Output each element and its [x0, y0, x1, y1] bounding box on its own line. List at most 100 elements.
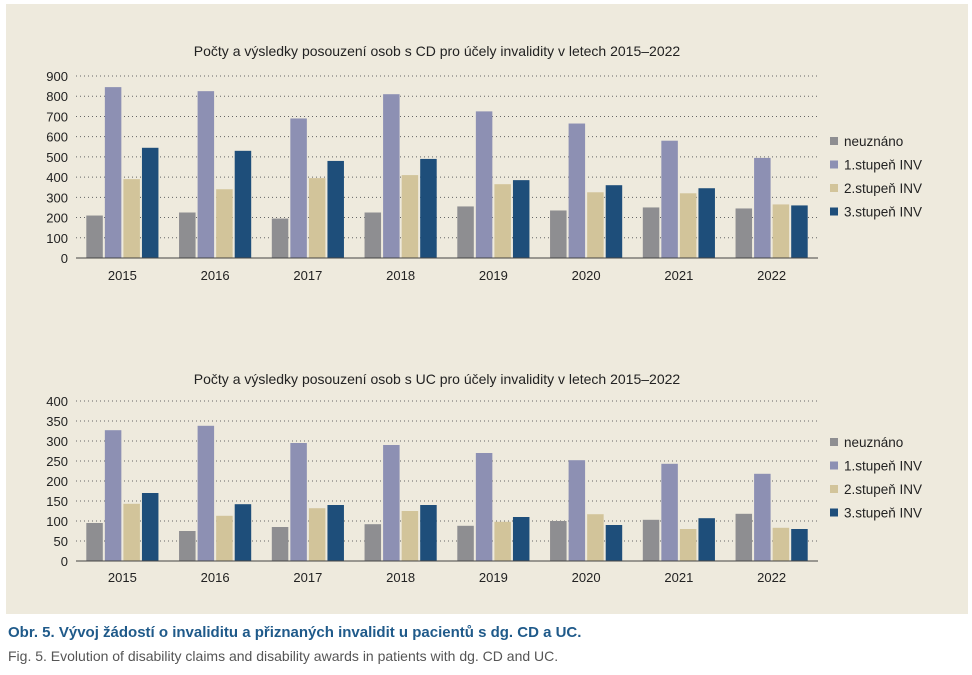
bar — [679, 529, 697, 561]
bar — [123, 503, 140, 561]
category-label: 2019 — [479, 570, 508, 585]
y-tick-label: 500 — [46, 150, 68, 165]
bar — [587, 192, 604, 258]
bar — [587, 514, 604, 561]
chart-title: Počty a výsledky posouzení osob s UC pro… — [194, 371, 681, 387]
bar — [401, 175, 419, 258]
legend-entry: 1.stupeň INV — [844, 158, 922, 173]
bar — [475, 111, 493, 258]
bar — [457, 206, 474, 258]
category-label: 2022 — [757, 570, 786, 585]
bar — [772, 527, 790, 561]
figure-caption-subtitle: Fig. 5. Evolution of disability claims a… — [8, 648, 559, 664]
bar — [791, 205, 808, 258]
bar — [494, 184, 511, 258]
chart-title: Počty a výsledky posouzení osob s CD pro… — [194, 43, 681, 59]
category-label: 2016 — [201, 268, 230, 283]
legend-swatch — [830, 207, 838, 216]
legend-swatch — [830, 485, 838, 493]
y-tick-label: 800 — [46, 89, 68, 104]
y-tick-label: 350 — [46, 414, 68, 429]
bar — [420, 158, 437, 258]
bar — [512, 180, 530, 258]
y-tick-label: 400 — [46, 170, 68, 185]
cd-chart: Počty a výsledky posouzení osob s CD pro… — [46, 43, 922, 283]
y-tick-label: 50 — [54, 534, 68, 549]
legend-entry: 3.stupeň INV — [844, 205, 922, 220]
legend-swatch — [830, 461, 838, 470]
bar — [383, 94, 400, 258]
legend-swatch — [830, 160, 838, 169]
bar — [104, 430, 122, 561]
legend-swatch — [830, 438, 838, 446]
bar — [512, 517, 530, 561]
bar — [179, 531, 196, 561]
legend-entry: neuznáno — [844, 134, 903, 149]
bar — [605, 525, 623, 561]
y-tick-label: 250 — [46, 454, 68, 469]
bar — [568, 460, 586, 561]
y-tick-label: 200 — [46, 211, 68, 226]
bar — [141, 147, 159, 258]
bar — [86, 523, 103, 561]
legend-entry: 1.stupeň INV — [844, 459, 922, 474]
category-label: 2019 — [479, 268, 508, 283]
y-tick-label: 400 — [46, 394, 68, 409]
y-tick-label: 300 — [46, 190, 68, 205]
bar — [772, 204, 790, 258]
y-tick-label: 0 — [61, 251, 68, 266]
bar — [141, 493, 159, 561]
bar — [234, 504, 252, 561]
y-tick-label: 300 — [46, 434, 68, 449]
bar — [642, 519, 660, 561]
bar — [234, 150, 252, 258]
bar — [735, 208, 753, 258]
bar — [271, 218, 289, 258]
y-tick-label: 100 — [46, 514, 68, 529]
category-label: 2018 — [386, 268, 415, 283]
y-tick-label: 900 — [46, 69, 68, 84]
bar — [86, 215, 103, 258]
category-label: 2021 — [664, 570, 693, 585]
bar — [698, 188, 715, 258]
bar — [327, 505, 344, 561]
category-label: 2022 — [757, 268, 786, 283]
bar — [308, 508, 326, 561]
bar — [550, 210, 567, 258]
bar — [661, 463, 678, 561]
bar — [290, 443, 307, 561]
figure-caption-title: Obr. 5. Vývoj žádostí o invaliditu a při… — [8, 624, 582, 641]
category-label: 2017 — [293, 570, 322, 585]
y-tick-label: 200 — [46, 474, 68, 489]
bar — [605, 185, 623, 258]
bar — [401, 511, 419, 561]
bar — [364, 212, 382, 258]
category-label: 2017 — [293, 268, 322, 283]
bar — [457, 525, 474, 561]
bar — [216, 189, 233, 258]
category-label: 2015 — [108, 570, 137, 585]
bar — [364, 524, 382, 561]
bar — [550, 521, 567, 561]
bar — [327, 160, 344, 258]
bar — [104, 87, 122, 258]
legend-swatch — [830, 184, 838, 192]
bar — [290, 118, 307, 258]
bar — [568, 123, 586, 259]
bar — [494, 521, 511, 561]
bar — [679, 193, 697, 258]
legend-entry: 2.stupeň INV — [844, 482, 922, 497]
bar — [735, 513, 753, 561]
bar — [383, 445, 400, 561]
category-label: 2021 — [664, 268, 693, 283]
bar — [661, 140, 678, 258]
uc-chart: Počty a výsledky posouzení osob s UC pro… — [46, 371, 922, 585]
category-label: 2016 — [201, 570, 230, 585]
legend-entry: 3.stupeň INV — [844, 506, 922, 521]
bar — [123, 179, 140, 258]
bar — [754, 157, 771, 258]
bar — [197, 425, 215, 561]
bar — [642, 207, 660, 258]
category-label: 2020 — [572, 268, 601, 283]
category-label: 2015 — [108, 268, 137, 283]
